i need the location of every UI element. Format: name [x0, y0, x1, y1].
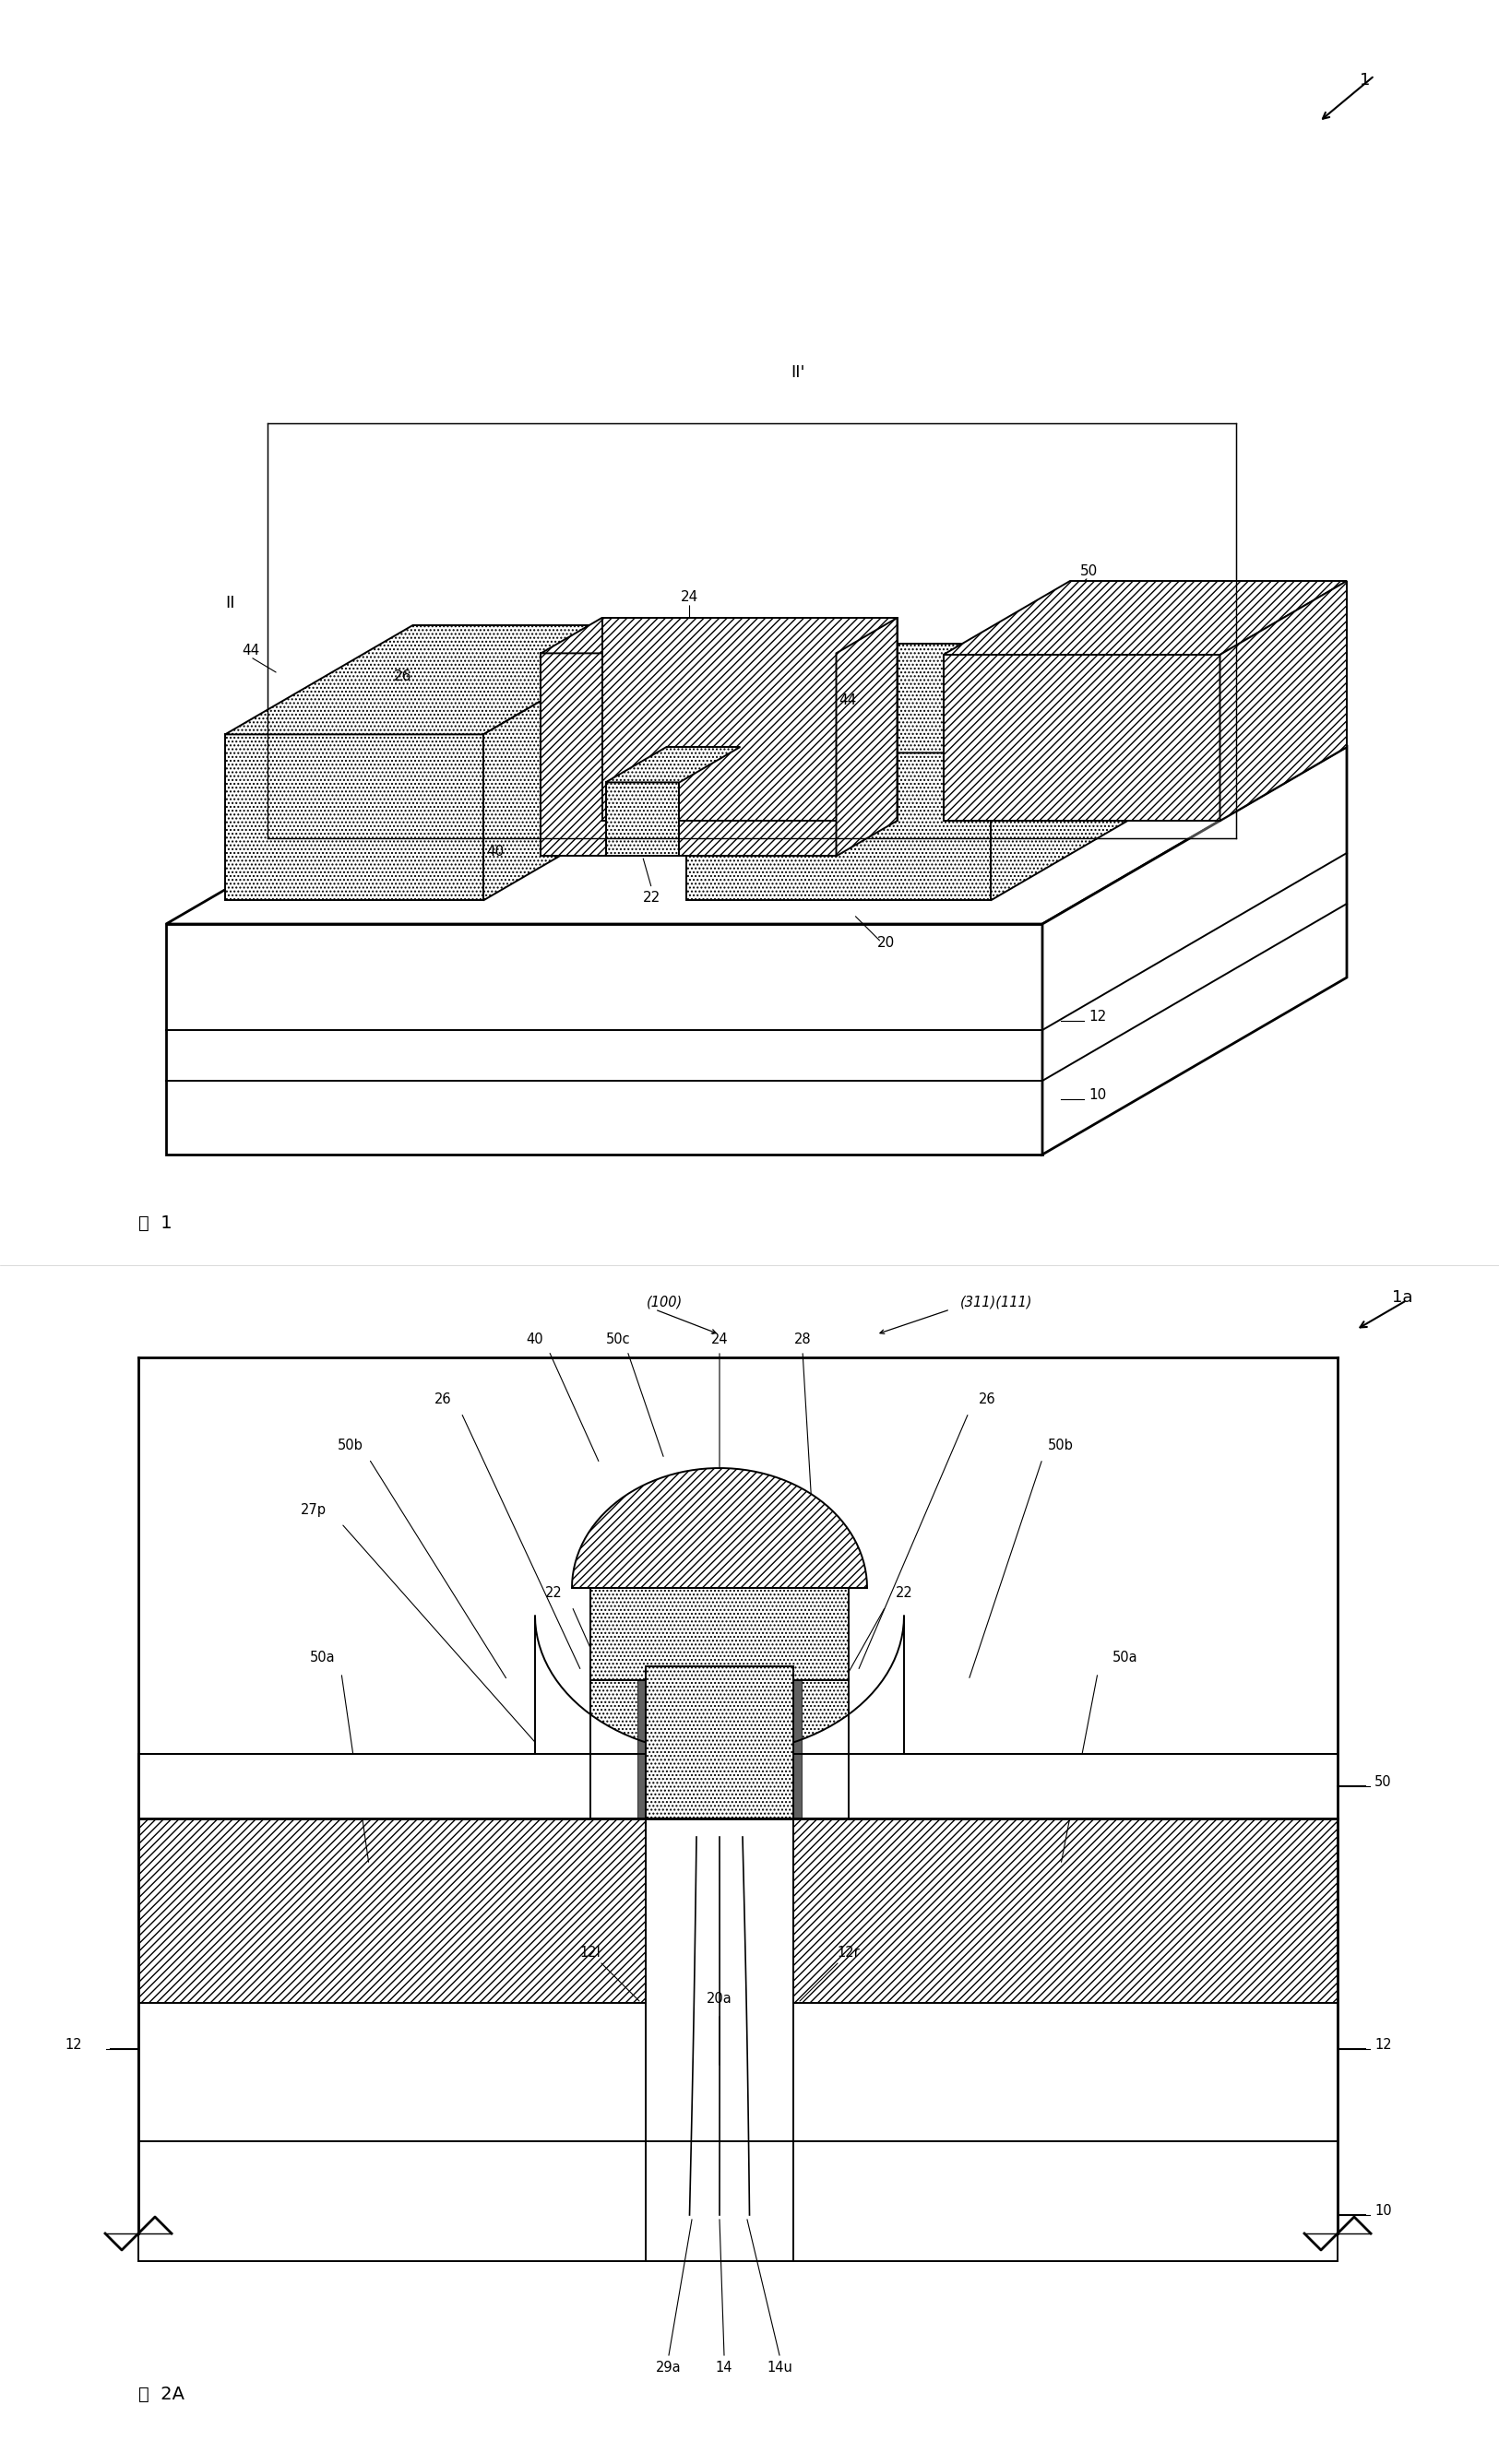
Polygon shape: [1220, 582, 1346, 821]
Text: 22: 22: [895, 1587, 913, 1599]
Text: 26: 26: [979, 1392, 995, 1407]
Polygon shape: [986, 1754, 1337, 1818]
Text: 10: 10: [1088, 1089, 1106, 1101]
Text: II': II': [790, 365, 805, 382]
Polygon shape: [687, 754, 991, 899]
Text: 50a: 50a: [1112, 1651, 1138, 1666]
Text: 44: 44: [839, 695, 856, 707]
Text: 28: 28: [794, 1333, 811, 1345]
Text: 1: 1: [1360, 71, 1370, 89]
Text: 50b: 50b: [337, 1439, 363, 1451]
Text: (100): (100): [646, 1296, 682, 1308]
Text: 24: 24: [711, 1333, 729, 1345]
Polygon shape: [637, 1666, 802, 1680]
Text: 24: 24: [681, 591, 699, 604]
Polygon shape: [483, 626, 672, 899]
Polygon shape: [646, 1666, 793, 1818]
Text: 20a: 20a: [706, 1991, 733, 2006]
Polygon shape: [793, 1666, 802, 1818]
Text: 12: 12: [1375, 2038, 1391, 2053]
Text: 14u: 14u: [766, 2361, 793, 2375]
Polygon shape: [943, 655, 1220, 821]
Polygon shape: [166, 747, 1346, 924]
Text: 12: 12: [1088, 1010, 1106, 1023]
Polygon shape: [225, 734, 483, 899]
Text: 50: 50: [1375, 1774, 1391, 1789]
Polygon shape: [138, 1818, 1337, 2141]
Text: 40: 40: [526, 1333, 544, 1345]
Text: 26: 26: [394, 670, 412, 683]
Text: (311)(111): (311)(111): [959, 1296, 1033, 1308]
Text: 50a: 50a: [310, 1651, 336, 1666]
Polygon shape: [541, 618, 896, 653]
Text: 22: 22: [643, 892, 661, 904]
Text: 14: 14: [715, 2361, 733, 2375]
Polygon shape: [267, 424, 1235, 838]
Polygon shape: [573, 1469, 866, 1587]
Polygon shape: [606, 747, 741, 784]
Text: 20: 20: [877, 936, 895, 949]
Polygon shape: [603, 618, 896, 821]
Polygon shape: [541, 653, 836, 855]
Text: 12r: 12r: [838, 1947, 860, 1959]
Text: 12: 12: [66, 2038, 82, 2053]
Polygon shape: [591, 1587, 848, 1680]
Polygon shape: [646, 1818, 793, 2262]
Polygon shape: [138, 1358, 1337, 2262]
Polygon shape: [138, 1616, 1337, 1818]
Text: 50c: 50c: [606, 1333, 631, 1345]
Text: 50b: 50b: [1048, 1439, 1073, 1451]
Text: 12l: 12l: [580, 1947, 601, 1959]
Text: 26: 26: [435, 1392, 451, 1407]
Text: 1a: 1a: [1391, 1289, 1412, 1306]
Polygon shape: [793, 1818, 1337, 2003]
Polygon shape: [637, 1666, 646, 1818]
Text: II: II: [225, 594, 235, 611]
Text: 29a: 29a: [657, 2361, 682, 2375]
Polygon shape: [943, 582, 1346, 655]
Polygon shape: [138, 1818, 646, 2003]
Text: 10: 10: [1375, 2203, 1391, 2218]
Text: 22: 22: [544, 1587, 562, 1599]
Polygon shape: [138, 1754, 453, 1818]
Polygon shape: [591, 1680, 848, 1818]
Polygon shape: [687, 643, 1178, 754]
Text: 44: 44: [241, 643, 259, 658]
Text: 40: 40: [486, 845, 504, 860]
Text: 图  2A: 图 2A: [138, 2385, 184, 2402]
Polygon shape: [1042, 747, 1346, 1156]
Polygon shape: [606, 784, 679, 855]
Polygon shape: [138, 2141, 1337, 2262]
Polygon shape: [166, 924, 1042, 1156]
Polygon shape: [225, 626, 672, 734]
Text: 图  1: 图 1: [138, 1215, 172, 1232]
Polygon shape: [836, 618, 896, 855]
Text: 27p: 27p: [301, 1503, 327, 1518]
Polygon shape: [991, 643, 1178, 899]
Text: 50: 50: [1079, 564, 1097, 579]
Polygon shape: [646, 1680, 793, 1818]
